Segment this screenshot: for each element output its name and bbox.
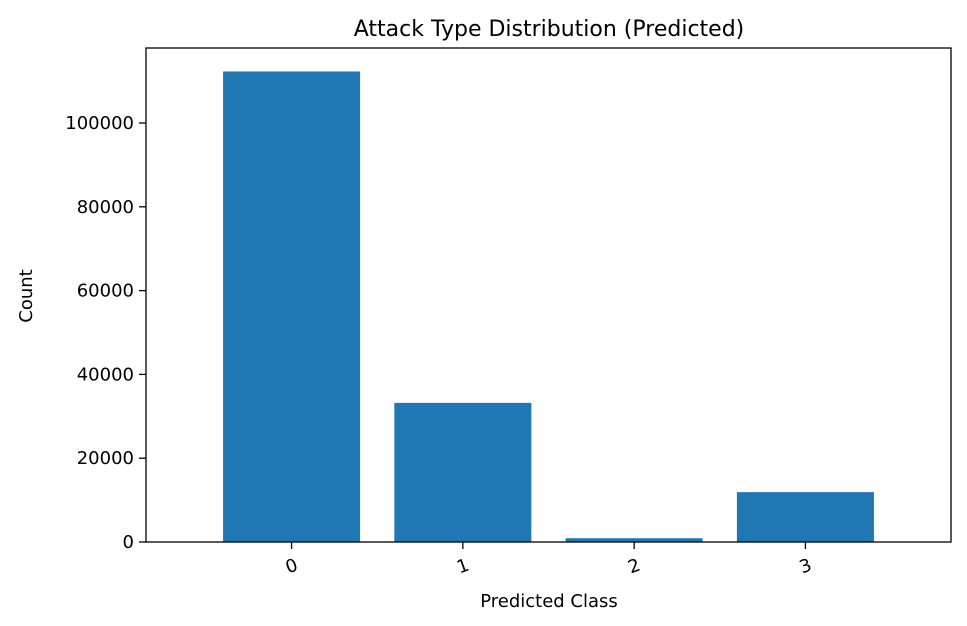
bars-group bbox=[223, 71, 874, 542]
x-axis-title: Predicted Class bbox=[480, 591, 618, 612]
x-tick-label: 0 bbox=[283, 555, 301, 579]
y-axis-title: Count bbox=[16, 269, 37, 322]
bar-3 bbox=[736, 492, 874, 542]
y-tick-label: 20000 bbox=[77, 448, 134, 469]
plot-frame bbox=[145, 47, 952, 543]
y-axis: 0 20000 40000 60000 80000 100000 bbox=[65, 113, 146, 553]
x-tick-label: 2 bbox=[625, 555, 643, 579]
y-tick-label: 0 bbox=[123, 532, 134, 553]
y-tick-label: 40000 bbox=[77, 364, 134, 385]
x-tick-label: 3 bbox=[797, 555, 815, 579]
bar-0 bbox=[223, 71, 361, 542]
bar-1 bbox=[394, 402, 532, 542]
bar-2 bbox=[565, 538, 703, 542]
x-tick-label: 1 bbox=[454, 555, 472, 579]
y-tick-label: 80000 bbox=[77, 197, 134, 218]
chart-title: Attack Type Distribution (Predicted) bbox=[354, 17, 745, 42]
y-tick-label: 100000 bbox=[65, 113, 134, 134]
x-axis: 0 1 2 3 bbox=[283, 542, 815, 578]
y-tick-label: 60000 bbox=[77, 281, 134, 302]
